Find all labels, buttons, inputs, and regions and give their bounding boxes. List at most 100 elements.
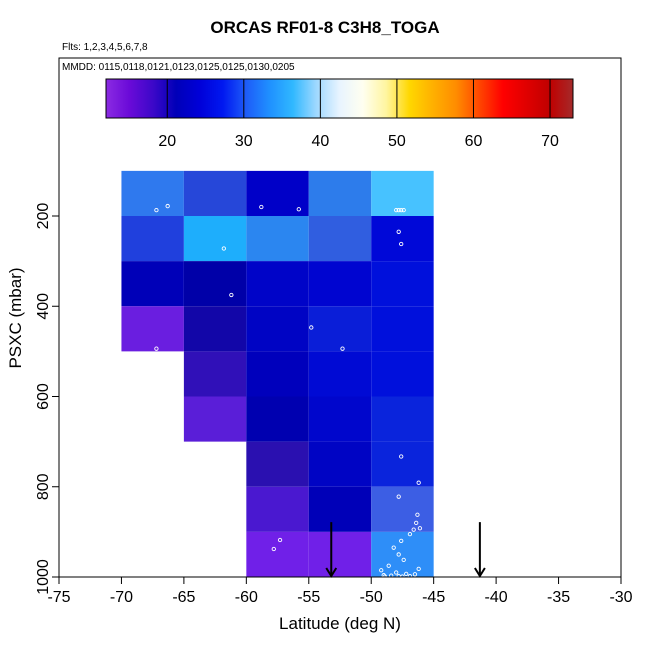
heatmap-cell (308, 531, 372, 577)
heatmap-cell (371, 396, 434, 442)
heatmap-cell (121, 170, 184, 216)
data-point (396, 552, 401, 557)
data-point (401, 557, 406, 563)
data-point (399, 207, 404, 213)
data-point (259, 204, 264, 210)
x-axis: -75 -70 -65 -60 -55 -50 -45 -40 -35 -30 (47, 576, 633, 606)
data-point (414, 520, 419, 525)
data-point (165, 203, 170, 209)
data-point (296, 207, 301, 212)
arrow-head (474, 567, 486, 578)
data-point (415, 512, 420, 517)
colorbar-tick-label: 50 (388, 133, 406, 150)
data-point (221, 246, 227, 251)
data-point (271, 546, 276, 552)
x-tick-label: -75 (47, 589, 70, 606)
data-point (154, 346, 159, 351)
data-point (416, 480, 421, 485)
x-tick-label: -55 (297, 589, 320, 606)
data-point (412, 572, 418, 577)
y-axis-label: PSXC (mbar) (6, 267, 25, 369)
data-point (396, 229, 401, 234)
heatmap-cell (183, 216, 247, 262)
heatmap-cell (308, 351, 372, 397)
heatmap-cell (371, 486, 434, 532)
heatmap-cell (183, 261, 247, 307)
y-tick-label: 800 (35, 473, 52, 500)
heatmap-cell (246, 216, 309, 262)
heatmap-cell (183, 170, 247, 216)
colorbar-tick-label: 40 (311, 133, 329, 150)
heatmap-cell (246, 306, 309, 352)
data-point (416, 566, 421, 572)
data-point (154, 207, 159, 213)
heatmap-cell (183, 306, 247, 352)
data-point (399, 454, 404, 459)
dates-subtitle: MMDD: 0115,0118,0121,0123,0125,0125,0130… (62, 62, 295, 73)
data-point (404, 571, 409, 576)
heatmap-cell (308, 396, 372, 442)
heatmap-cell (371, 441, 434, 487)
x-tick-label: -65 (172, 589, 195, 606)
data-point (399, 241, 404, 247)
heatmap-cell (246, 486, 309, 532)
heatmap-cell (371, 216, 434, 262)
arrow-head (325, 567, 338, 578)
data-point (399, 538, 404, 544)
heatmap-cell (308, 216, 372, 262)
heatmap-cell (371, 531, 434, 577)
y-tick-label: 400 (35, 293, 52, 320)
y-tick-label: 200 (35, 203, 52, 230)
heatmap-cell (246, 170, 309, 216)
heatmap-cell (308, 306, 372, 352)
y-tick-label: 1000 (35, 559, 52, 595)
x-tick-label: -60 (235, 589, 258, 606)
x-tick-label: -30 (609, 589, 632, 606)
heatmap-cell (246, 531, 309, 577)
data-point (277, 537, 283, 543)
x-tick-label: -35 (547, 589, 570, 606)
x-tick-label: -40 (485, 589, 508, 606)
data-point (379, 568, 384, 573)
colorbar-tick-label: 70 (541, 133, 559, 150)
heatmap-cell (246, 261, 309, 307)
data-point (401, 207, 406, 213)
heatmap-cell (121, 216, 184, 262)
data-point (396, 207, 401, 213)
colorbar-scale (105, 78, 574, 119)
x-tick-label: -45 (422, 589, 445, 606)
data-point (407, 531, 413, 537)
data-point (394, 207, 399, 213)
heatmap-cell (308, 441, 372, 487)
data-point (417, 526, 423, 531)
chart-title: ORCAS RF01-8 C3H8_TOGA (210, 18, 440, 37)
heatmap-cell (246, 396, 309, 442)
heatmap-cell (246, 441, 309, 487)
data-point (391, 545, 396, 550)
heatmap-cell (121, 306, 184, 352)
x-tick-label: -70 (110, 589, 133, 606)
heatmap-cell (371, 306, 434, 352)
heatmap-cell (121, 261, 184, 307)
data-point (309, 325, 314, 330)
data-point (386, 563, 391, 568)
colorbar: 20 30 40 50 60 70 (105, 78, 574, 150)
y-axis: 200 400 600 800 1000 (35, 203, 60, 595)
data-point (407, 573, 413, 579)
colorbar-tick-label: 20 (158, 133, 176, 150)
heatmap-cells (121, 170, 434, 577)
y-tick-label: 600 (35, 383, 52, 410)
x-axis-label: Latitude (deg N) (279, 614, 401, 633)
marker-arrows (325, 522, 486, 578)
heatmap-cell (183, 396, 247, 442)
colorbar-tick-label: 60 (465, 133, 483, 150)
data-point (411, 527, 416, 532)
x-tick-label: -50 (360, 589, 383, 606)
data-point (396, 494, 401, 499)
heatmap-cell (246, 351, 309, 397)
heatmap-cell (308, 486, 372, 532)
heatmap-cell (371, 261, 434, 307)
heatmap-cell (308, 261, 372, 307)
flights-subtitle: Flts: 1,2,3,4,5,6,7,8 (62, 42, 148, 53)
